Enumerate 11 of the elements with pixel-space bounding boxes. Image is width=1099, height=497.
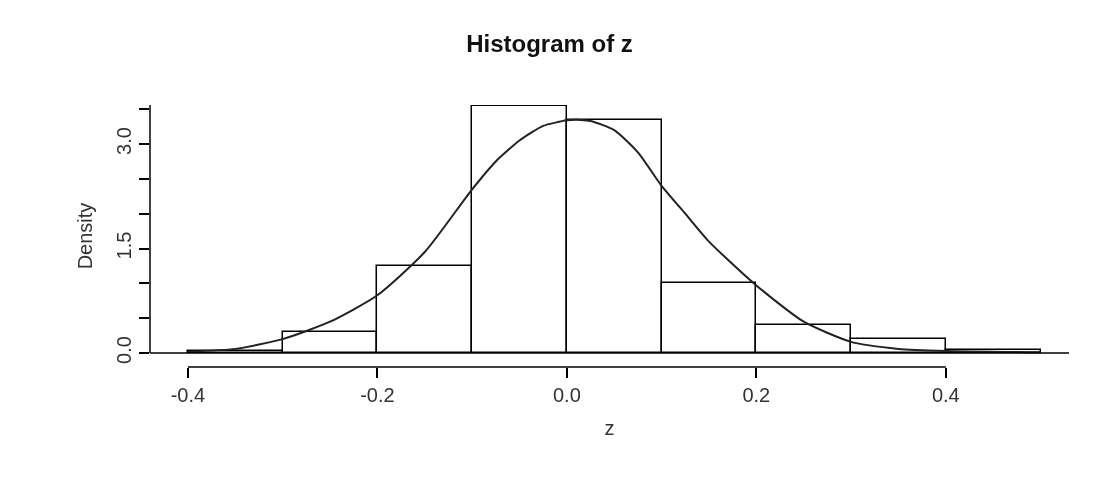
chart-title: Histogram of z xyxy=(466,29,633,57)
y-axis-title: Density xyxy=(73,202,96,270)
x-axis-title: z xyxy=(604,416,615,439)
x-tick-label: -0.2 xyxy=(360,384,395,406)
x-tick-label: 0.2 xyxy=(742,384,771,406)
y-tick-label: 1.5 xyxy=(113,231,135,260)
y-tick-label: 3.0 xyxy=(113,127,135,155)
x-tick-label: -0.4 xyxy=(170,384,206,406)
x-tick-label: 0.0 xyxy=(552,384,581,406)
y-tick-label: 0.0 xyxy=(113,336,135,364)
x-tick-label: 0.4 xyxy=(931,384,960,406)
